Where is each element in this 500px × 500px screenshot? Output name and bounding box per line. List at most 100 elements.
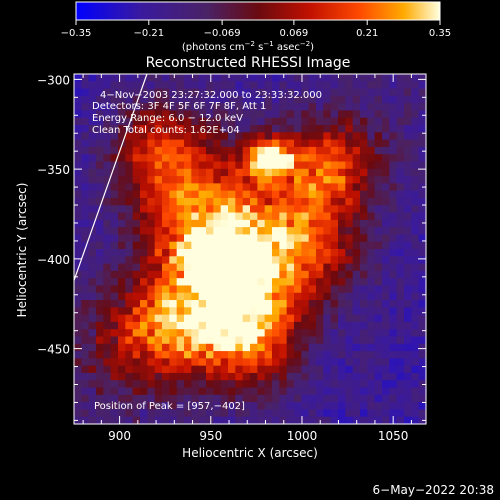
- heatmap-cell: [132, 285, 141, 294]
- heatmap-cell: [389, 387, 398, 396]
- heatmap-cell: [367, 307, 376, 316]
- heatmap-cell: [308, 278, 317, 287]
- heatmap-cell: [301, 249, 310, 257]
- heatmap-cell: [74, 219, 82, 228]
- heatmap-cell: [242, 227, 251, 236]
- heatmap-cell: [88, 241, 97, 250]
- heatmap-cell: [242, 307, 251, 316]
- heatmap-cell: [125, 387, 134, 396]
- heatmap-cell: [345, 146, 354, 155]
- x-tick-label: 900: [108, 429, 131, 443]
- heatmap-cell: [154, 343, 163, 352]
- heatmap-cell: [176, 314, 185, 323]
- heatmap-cell: [316, 176, 324, 184]
- heatmap-cell: [140, 125, 148, 133]
- heatmap-cell: [88, 227, 97, 236]
- heatmap-cell: [323, 394, 332, 403]
- heatmap-cell: [74, 88, 82, 97]
- heatmap-cell: [242, 292, 251, 301]
- heatmap-cell: [360, 88, 368, 97]
- heatmap-cell: [125, 168, 134, 177]
- heatmap-cell: [220, 212, 229, 221]
- heatmap-cell: [374, 300, 383, 308]
- heatmap-cell: [418, 154, 427, 163]
- heatmap-cell: [110, 154, 119, 163]
- heatmap-cell: [345, 300, 354, 308]
- heatmap-cell: [220, 402, 229, 411]
- heatmap-cell: [162, 146, 170, 155]
- heatmap-cell: [418, 197, 427, 206]
- heatmap-cell: [272, 197, 280, 206]
- heatmap-cell: [110, 372, 119, 381]
- heatmap-cell: [272, 168, 280, 177]
- heatmap-cell: [345, 278, 354, 287]
- heatmap-cell: [140, 351, 148, 359]
- heatmap-cell: [184, 358, 192, 367]
- heatmap-cell: [360, 103, 368, 112]
- heatmap-cell: [286, 372, 295, 381]
- heatmap-cell: [118, 205, 126, 214]
- heatmap-cell: [176, 176, 185, 184]
- heatmap-cell: [132, 205, 141, 214]
- heatmap-cell: [250, 409, 258, 418]
- heatmap-cell: [228, 176, 236, 184]
- heatmap-cell: [242, 205, 251, 214]
- heatmap-cell: [125, 176, 134, 184]
- heatmap-cell: [316, 365, 324, 374]
- heatmap-cell: [96, 161, 104, 170]
- colorbar-tick-label: 0.21: [356, 28, 378, 39]
- heatmap-cell: [206, 176, 214, 184]
- heatmap-cell: [264, 125, 273, 133]
- heatmap-cell: [118, 365, 126, 374]
- heatmap-cell: [308, 416, 317, 425]
- heatmap-cell: [323, 307, 332, 316]
- heatmap-cell: [191, 256, 200, 265]
- heatmap-cell: [184, 205, 192, 214]
- heatmap-cell: [81, 161, 90, 170]
- heatmap-cell: [154, 161, 163, 170]
- heatmap-cell: [374, 81, 383, 90]
- heatmap-cell: [125, 103, 134, 112]
- heatmap-cell: [345, 336, 354, 345]
- heatmap-cell: [352, 176, 361, 184]
- heatmap-cell: [411, 270, 420, 279]
- heatmap-cell: [88, 292, 97, 301]
- heatmap-cell: [286, 329, 295, 338]
- heatmap-cell: [140, 329, 148, 338]
- heatmap-cell: [125, 402, 134, 411]
- heatmap-cell: [74, 190, 82, 199]
- heatmap-cell: [396, 292, 405, 301]
- heatmap-cell: [323, 117, 332, 126]
- heatmap-cell: [110, 125, 119, 133]
- heatmap-cell: [294, 234, 302, 243]
- heatmap-cell: [404, 263, 412, 272]
- heatmap-cell: [74, 197, 82, 206]
- plot-frame: [73, 73, 427, 425]
- heatmap-cell: [220, 329, 229, 338]
- heatmap-cell: [411, 205, 420, 214]
- heatmap-cell: [176, 358, 185, 367]
- heatmap-cell: [404, 161, 412, 170]
- heatmap-cell: [382, 117, 390, 126]
- heatmap-cell: [147, 161, 156, 170]
- heatmap-cell: [323, 139, 332, 148]
- heatmap-cell: [411, 402, 420, 411]
- heatmap-cell: [162, 387, 170, 396]
- time-range-text: 4−Nov−2003 23:27:32.000 to 23:33:32.000: [100, 90, 322, 101]
- heatmap-cell: [389, 241, 398, 250]
- heatmap-cell: [352, 387, 361, 396]
- heatmap-cell: [132, 300, 141, 308]
- heatmap-cell: [411, 146, 420, 155]
- heatmap-cell: [367, 329, 376, 338]
- heatmap-cell: [404, 234, 412, 243]
- heatmap-cell: [191, 314, 200, 323]
- heatmap-cell: [176, 321, 185, 330]
- heatmap-cell: [382, 270, 390, 279]
- heatmap-cell: [286, 270, 295, 279]
- heatmap-cell: [272, 394, 280, 403]
- heatmap-cell: [191, 197, 200, 206]
- heatmap-cell: [345, 190, 354, 199]
- heatmap-cell: [345, 416, 354, 425]
- heatmap-cell: [338, 351, 346, 359]
- heatmap-cell: [206, 154, 214, 163]
